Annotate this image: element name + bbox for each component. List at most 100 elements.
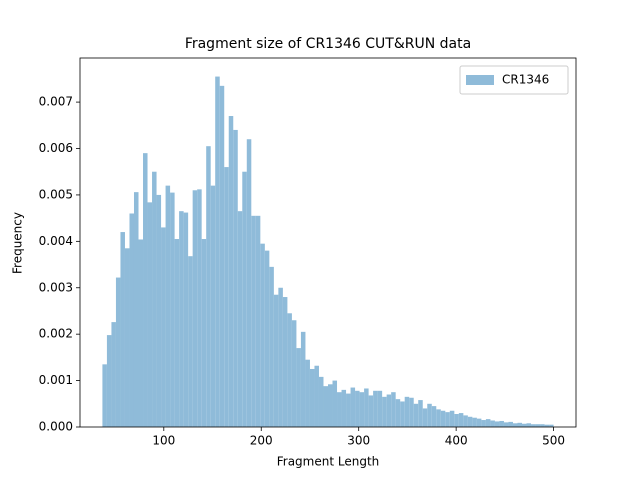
bar [337, 392, 342, 427]
bar [133, 192, 139, 427]
bar [458, 413, 464, 427]
bar [165, 185, 171, 427]
bar [531, 424, 536, 427]
bar [287, 313, 292, 427]
bar [273, 294, 279, 427]
bar [445, 412, 450, 427]
bar [522, 423, 527, 427]
bar [242, 171, 247, 427]
y-tick-label: 0.003 [39, 280, 73, 294]
bar [341, 389, 347, 427]
bar [228, 116, 234, 428]
bar [106, 335, 112, 427]
bar [400, 401, 405, 427]
bar [472, 417, 477, 427]
y-tick-label: 0.002 [39, 327, 73, 341]
bar [124, 248, 130, 427]
x-tick-label: 300 [347, 434, 370, 448]
y-tick-label: 0.004 [39, 234, 73, 248]
bar [440, 410, 446, 427]
bar [188, 256, 193, 427]
bar [373, 390, 378, 427]
bar [549, 424, 554, 427]
y-tick-label: 0.001 [39, 373, 73, 387]
bar [161, 227, 166, 427]
bar [490, 420, 495, 427]
bar [427, 403, 432, 427]
bar [404, 396, 410, 427]
bar [260, 243, 265, 427]
bar [436, 409, 441, 427]
bar [138, 239, 144, 427]
bar [526, 423, 532, 427]
bar [264, 250, 270, 427]
x-axis-label: Fragment Length [277, 455, 380, 469]
bar [355, 390, 360, 427]
bar [395, 399, 401, 427]
bar [210, 185, 216, 427]
legend-box [459, 65, 569, 95]
bar [409, 397, 414, 427]
bar [278, 287, 283, 427]
bar [481, 420, 486, 427]
bar [269, 266, 274, 427]
bar [508, 421, 513, 427]
bar [309, 368, 315, 427]
y-tick-label: 0.007 [39, 95, 73, 109]
bar [152, 171, 157, 427]
bar [368, 395, 374, 427]
bar [120, 232, 125, 427]
bar [224, 167, 229, 427]
bar [540, 424, 545, 427]
bar [494, 421, 500, 427]
bar [255, 215, 261, 427]
bar [431, 406, 437, 427]
y-tick-label: 0.006 [39, 141, 73, 155]
bar [246, 139, 252, 427]
bar [183, 212, 189, 427]
bar [314, 365, 319, 427]
bar [201, 239, 207, 427]
bar [282, 297, 288, 427]
bar [300, 331, 306, 427]
bar [512, 423, 518, 427]
bar [499, 420, 504, 427]
bar [449, 410, 455, 427]
bar [197, 189, 202, 427]
legend-swatch [466, 75, 494, 85]
bar [129, 213, 134, 427]
bar [328, 384, 333, 427]
x-tick-label: 400 [445, 434, 468, 448]
bar [544, 424, 550, 427]
bar [359, 392, 365, 427]
bar [364, 388, 369, 427]
bar [147, 202, 153, 427]
bar [386, 394, 392, 427]
bar [503, 422, 509, 427]
bar [233, 129, 238, 427]
bar [143, 153, 148, 427]
bar [318, 376, 324, 427]
x-tick-label: 200 [250, 434, 273, 448]
y-tick-label: 0.005 [39, 187, 73, 201]
bar [467, 416, 473, 427]
bar [115, 277, 121, 427]
bar [251, 215, 256, 427]
bar [463, 415, 468, 427]
bar [350, 387, 356, 427]
bar [192, 190, 198, 427]
bar [332, 380, 338, 427]
y-axis-label: Frequency [11, 212, 25, 274]
x-tick-label: 100 [152, 434, 175, 448]
bar [391, 392, 396, 427]
bar [219, 85, 225, 427]
bar [413, 403, 419, 427]
chart-title: Fragment size of CR1346 CUT&RUN data [185, 36, 471, 52]
bar [323, 386, 328, 427]
bar [102, 364, 107, 427]
bar [179, 211, 184, 427]
bar [476, 418, 482, 427]
bar [206, 146, 211, 428]
bar [237, 211, 243, 427]
